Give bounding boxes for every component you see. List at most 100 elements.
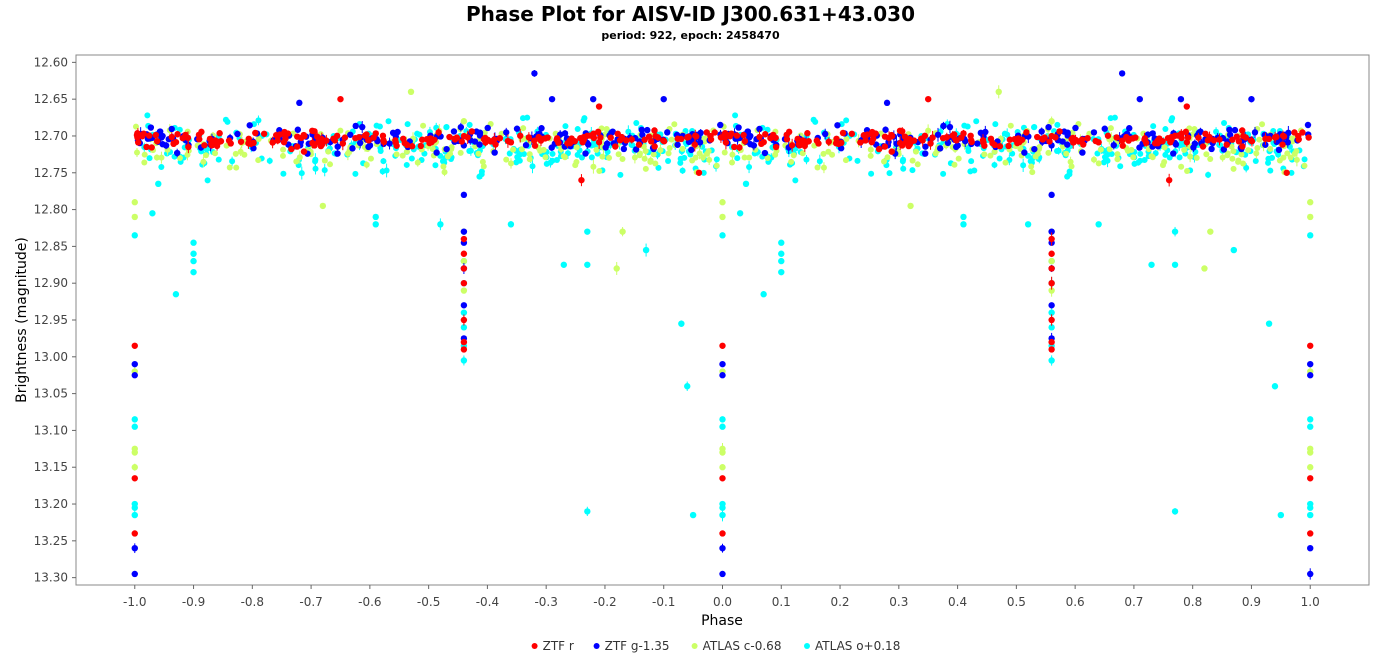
ztf-g-1-35-point [1177, 95, 1185, 103]
ztf-r-point [140, 130, 147, 137]
atlas-c-0-68-point [518, 146, 525, 153]
ztf-r-point [1048, 316, 1055, 324]
ztf-r-point [1307, 475, 1314, 482]
atlas-o-0-18-point [1162, 151, 1169, 158]
atlas-c-0-68-point [176, 154, 183, 161]
ztf-r-point [722, 139, 730, 146]
atlas-c-0-68-point [420, 122, 427, 129]
ztf-r-point [677, 135, 685, 143]
atlas-o-0-18-point [190, 239, 197, 246]
ztf-r-point [1048, 338, 1055, 346]
ztf-g-1-35-point [349, 145, 356, 152]
ztf-r-point [875, 145, 883, 153]
ztf-r-point [174, 131, 181, 138]
ztf-r-point [805, 138, 812, 145]
atlas-c-0-68-point [1161, 159, 1168, 166]
ztf-g-1-35-point [433, 149, 440, 156]
atlas-c-0-68-point [719, 199, 726, 206]
ztf-r-point [1113, 134, 1120, 141]
ztf-r-point [996, 143, 1004, 150]
atlas-o-0-18-point [1137, 150, 1144, 157]
ztf-r-point [967, 137, 975, 144]
atlas-c-0-68-point [1259, 121, 1266, 128]
atlas-o-0-18-point [460, 357, 468, 364]
ztf-g-1-35-point [159, 141, 166, 148]
atlas-c-0-68-point [1178, 163, 1185, 170]
ztf-g-1-35-point [1064, 129, 1071, 136]
ztf-r-point [496, 134, 504, 142]
ztf-g-1-35-point [936, 145, 944, 152]
atlas-c-0-68-point [212, 150, 219, 157]
atlas-c-0-68-point [1228, 143, 1235, 150]
ztf-r-point [760, 138, 767, 146]
ztf-g-1-35-point [834, 122, 841, 129]
atlas-c-0-68-point [729, 159, 736, 166]
atlas-c-0-68-point [914, 161, 921, 168]
ztf-r-point [839, 129, 847, 137]
ztf-r-point [564, 140, 571, 147]
ztf-r-point [280, 138, 288, 146]
ztf-r-point [862, 137, 869, 144]
atlas-c-0-68-point [1130, 154, 1137, 161]
atlas-o-0-18-point [377, 147, 384, 154]
atlas-o-0-18-point [190, 257, 197, 265]
ztf-r-point [1041, 134, 1048, 141]
atlas-o-0-18-point [960, 213, 967, 221]
ztf-r-point [168, 133, 175, 141]
atlas-o-0-18-point [372, 221, 379, 228]
atlas-c-0-68-point [636, 150, 643, 157]
atlas-o-0-18-point [588, 154, 595, 161]
ztf-r-point [607, 134, 614, 141]
atlas-c-0-68-point [1148, 153, 1155, 160]
ztf-g-1-35-point [1048, 302, 1055, 309]
atlas-c-0-68-point [1068, 163, 1075, 170]
atlas-c-0-68-point [1293, 156, 1300, 163]
ztf-r-point [1080, 141, 1087, 148]
atlas-c-0-68-point [134, 149, 141, 156]
atlas-o-0-18-point [1176, 154, 1183, 161]
atlas-c-0-68-point [799, 150, 806, 157]
ztf-g-1-35-point [719, 360, 726, 368]
atlas-c-0-68-point [1128, 146, 1135, 153]
atlas-c-0-68-point [1090, 156, 1097, 163]
atlas-c-0-68-point [460, 118, 468, 125]
atlas-c-0-68-point [1193, 154, 1200, 161]
ztf-r-point [453, 134, 461, 141]
atlas-o-0-18-point [404, 121, 411, 128]
ztf-r-point [623, 137, 630, 144]
ztf-r-point [881, 143, 889, 150]
ztf-r-point [901, 133, 909, 140]
atlas-o-0-18-point [736, 210, 744, 217]
atlas-o-0-18-point [965, 147, 972, 154]
atlas-o-0-18-point [746, 164, 753, 171]
ztf-r-point [794, 135, 801, 143]
y-tick-label: 13.00 [34, 350, 68, 364]
atlas-o-0-18-point [679, 167, 686, 174]
x-tick-label: 0.0 [713, 595, 732, 609]
ztf-r-point [1048, 279, 1055, 287]
ztf-r-point [212, 137, 219, 144]
atlas-o-0-18-point [689, 511, 697, 519]
ztf-r-point [301, 132, 308, 140]
atlas-o-0-18-point [1307, 504, 1314, 511]
ztf-g-1-35-point [538, 125, 545, 132]
atlas-c-0-68-point [1301, 162, 1308, 169]
ztf-g-1-35-point [476, 129, 484, 136]
ztf-r-point [979, 137, 987, 144]
ztf-r-point [1048, 250, 1055, 257]
ztf-r-point [172, 138, 180, 146]
atlas-c-0-68-point [337, 127, 344, 134]
atlas-c-0-68-point [131, 213, 138, 221]
atlas-c-0-68-point [788, 158, 795, 165]
atlas-c-0-68-point [995, 88, 1002, 96]
y-axis-label: Brightness (magnitude) [14, 237, 30, 403]
atlas-c-0-68-point [1240, 160, 1247, 167]
atlas-o-0-18-point [909, 167, 916, 174]
ztf-g-1-35-point [954, 142, 961, 149]
atlas-c-0-68-point [647, 157, 654, 164]
atlas-c-0-68-point [429, 146, 436, 153]
atlas-o-0-18-point [1150, 123, 1157, 130]
atlas-c-0-68-point [719, 449, 726, 456]
atlas-o-0-18-point [432, 162, 439, 169]
ztf-g-1-35-point [747, 141, 754, 148]
